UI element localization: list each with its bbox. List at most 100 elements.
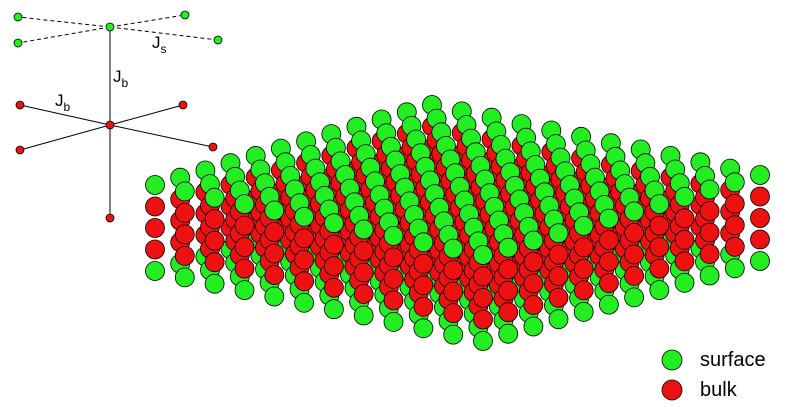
atom [599, 251, 619, 272]
atom [699, 201, 720, 221]
atom [174, 181, 195, 202]
atom [413, 232, 434, 253]
site [180, 10, 190, 20]
atom [264, 265, 285, 285]
atom [649, 194, 670, 215]
atom [599, 273, 619, 294]
atom [523, 273, 544, 294]
site [105, 22, 115, 32]
atom [624, 244, 644, 265]
atom [674, 229, 695, 250]
atom [174, 202, 195, 223]
atom [174, 224, 195, 245]
atom [234, 258, 255, 279]
atom [234, 280, 255, 301]
atom [234, 237, 255, 258]
atom [548, 309, 569, 330]
atom [145, 261, 165, 281]
atom [204, 209, 225, 230]
atom [674, 186, 695, 207]
atom [674, 272, 695, 293]
bond [17, 26, 111, 44]
atom [473, 331, 493, 351]
atom [599, 294, 619, 315]
atom [353, 219, 374, 240]
atom [383, 268, 404, 289]
coupling-label: Js [152, 33, 167, 56]
legend-marker [661, 349, 683, 371]
atom [649, 280, 670, 301]
site [13, 12, 23, 22]
atom [548, 244, 569, 265]
site [15, 145, 25, 155]
atom [750, 186, 770, 207]
lattice [145, 95, 770, 351]
atom [599, 208, 619, 229]
atom [624, 287, 644, 308]
atom [649, 215, 670, 236]
atom [294, 292, 315, 313]
site [178, 100, 188, 110]
bond [19, 104, 111, 126]
site [213, 35, 223, 45]
atom [548, 223, 569, 244]
bond [109, 14, 186, 28]
atom [204, 252, 225, 273]
atom [498, 237, 519, 258]
atom [649, 237, 670, 258]
atom [323, 277, 344, 298]
surface-bonds [17, 14, 219, 44]
atom [624, 222, 644, 243]
atom [174, 267, 195, 288]
atom [383, 311, 404, 332]
atom [750, 229, 770, 250]
atom [498, 259, 519, 280]
atom [383, 247, 404, 268]
atom [323, 299, 344, 320]
atom [353, 284, 374, 304]
atom [624, 265, 644, 286]
atom [473, 245, 493, 265]
atom [323, 213, 344, 234]
atom [573, 280, 594, 301]
atom [498, 280, 519, 301]
atom [498, 323, 519, 344]
atom [523, 295, 544, 315]
atom [750, 208, 770, 228]
atom [294, 249, 315, 270]
atom [413, 275, 434, 296]
bond [19, 124, 111, 151]
atom [264, 200, 285, 221]
atom [264, 243, 285, 264]
atom [573, 237, 594, 258]
atom [674, 251, 695, 272]
atom [204, 187, 225, 208]
bond [109, 26, 219, 41]
coupling-label: Jb [113, 67, 129, 90]
site [15, 100, 25, 110]
atom [699, 179, 720, 200]
atom [383, 225, 404, 246]
legend-marker [661, 379, 683, 401]
atom [724, 258, 745, 279]
atom [443, 303, 464, 324]
atom [548, 266, 569, 287]
bond [109, 124, 214, 148]
legend-label: surface [700, 349, 766, 371]
atom [443, 238, 464, 259]
atom [353, 305, 374, 326]
atom [145, 196, 165, 217]
atom [174, 245, 195, 266]
atom [699, 222, 720, 243]
atom [145, 175, 165, 195]
atom [724, 215, 745, 236]
atom [204, 230, 225, 251]
site [208, 142, 218, 152]
legend: surface bulk [661, 349, 766, 401]
atom [573, 301, 594, 322]
atom [234, 194, 255, 215]
coupling-label: Jb [55, 91, 71, 114]
atom [523, 252, 544, 272]
atom [145, 239, 165, 260]
